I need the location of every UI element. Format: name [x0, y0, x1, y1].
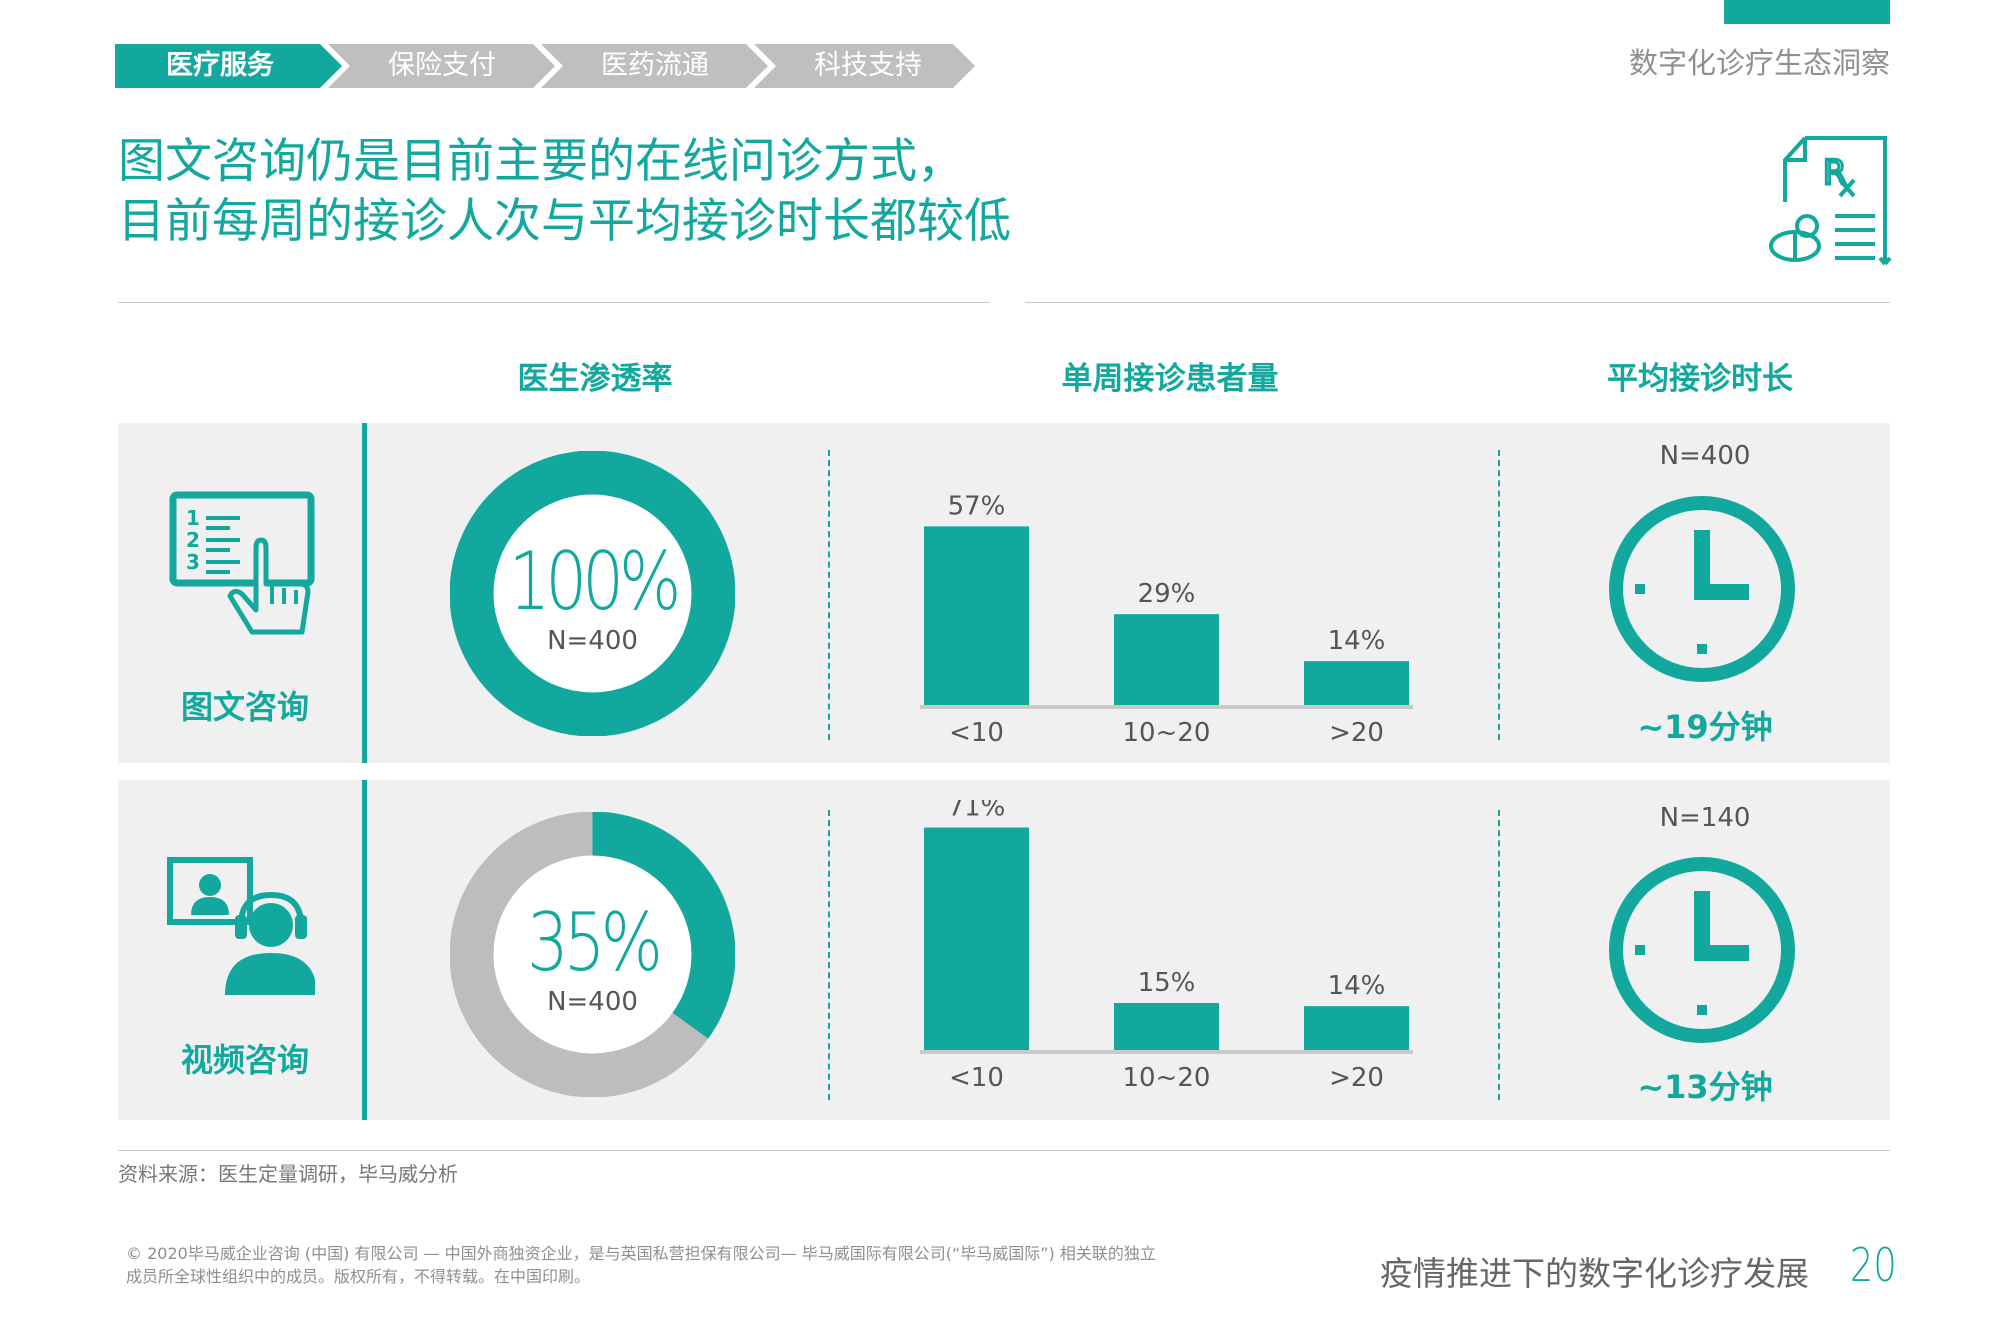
donut-segment-penetration — [450, 451, 735, 736]
divider-line — [118, 302, 990, 303]
copyright-line2: 成员所全球性组织中的成员。版权所有，不得转载。在中国印刷。 — [126, 1267, 591, 1286]
bar-chart-video-consult: 71% <10 15% 10~20 14% >20 — [920, 800, 1413, 1093]
row-label-text-consult: 图文咨询 — [180, 688, 309, 726]
bar-category-label: <10 — [949, 718, 1004, 748]
donut-chart-text-consult — [450, 451, 735, 736]
list-touch-icon: 1 2 3 — [168, 490, 318, 640]
copyright-notice: © 2020毕马威企业咨询 (中国) 有限公司 — 中国外商独资企业，是与英国私… — [126, 1242, 1346, 1288]
row-accent-divider — [362, 780, 367, 1120]
donut-sample-size: N=400 — [547, 987, 638, 1017]
clock-icon — [1605, 492, 1799, 686]
dashed-separator — [828, 810, 830, 1100]
svg-text:3: 3 — [186, 550, 200, 574]
clock-sample-size: N=400 — [1659, 441, 1751, 471]
bar-value-label: 29% — [1138, 579, 1196, 609]
donut-percentage-video-consult: 35% — [526, 896, 663, 989]
bar-value-label: 57% — [948, 491, 1006, 521]
source-note: 资料来源：医生定量调研，毕马威分析 — [118, 1162, 458, 1186]
bar-1020-rect — [1114, 614, 1219, 705]
bar-20-rect — [1304, 1006, 1409, 1050]
tab-pharma-distribution[interactable]: 医药流通 — [601, 50, 709, 81]
copyright-line1: © 2020毕马威企业咨询 (中国) 有限公司 — 中国外商独资企业，是与英国私… — [126, 1244, 1156, 1263]
dashed-separator — [1498, 810, 1500, 1100]
bar-value-label: 14% — [1328, 626, 1386, 656]
breadcrumb-chevrons — [115, 44, 975, 88]
page-title-line1: 图文咨询仍是目前主要的在线问诊方式， — [118, 134, 964, 189]
donut-percentage-text-consult: 100% — [508, 535, 682, 628]
video-headset-icon — [165, 855, 317, 1005]
bar-category-label: >20 — [1329, 1063, 1384, 1093]
tab-insurance-payment[interactable]: 保险支付 — [388, 50, 496, 81]
bar-value-label: 15% — [1138, 968, 1196, 998]
tab-medical-services[interactable]: 医疗服务 — [166, 50, 274, 81]
bar-category-label: <10 — [949, 1063, 1004, 1093]
bar-category-label: 10~20 — [1123, 718, 1211, 748]
donut-sample-size: N=400 — [547, 626, 638, 656]
bar-1020-rect — [1114, 1003, 1219, 1050]
bar-10-rect — [924, 827, 1029, 1050]
svg-text:R: R — [1823, 153, 1847, 193]
bar-10-rect — [924, 526, 1029, 705]
bar-value-label: 71% — [948, 800, 1006, 823]
dashed-separator — [828, 450, 830, 740]
row-label-video-consult: 视频咨询 — [180, 1041, 309, 1079]
row-accent-divider — [362, 423, 367, 763]
bar-20-rect — [1304, 661, 1409, 705]
divider-line — [118, 1150, 1890, 1151]
bar-chart-text-consult: 57% <10 29% 10~20 14% >20 — [920, 491, 1413, 748]
divider-line — [1025, 302, 1890, 303]
dashed-separator — [1498, 450, 1500, 740]
svg-text:2: 2 — [186, 528, 200, 552]
page-number: 20 — [1850, 1238, 1897, 1292]
bar-category-label: 10~20 — [1123, 1063, 1211, 1093]
svg-text:1: 1 — [186, 506, 200, 530]
report-title: 疫情推进下的数字化诊疗发展 — [1380, 1254, 1809, 1293]
tab-tech-support[interactable]: 科技支持 — [814, 50, 922, 81]
prescription-icon: R — [1765, 132, 1895, 272]
bar-category-label: >20 — [1329, 718, 1384, 748]
column-header-weekly-patients: 单周接诊患者量 — [1061, 361, 1279, 397]
donut-chart-video-consult — [450, 812, 735, 1097]
donut-segment-penetration — [450, 812, 735, 1097]
top-accent-bar — [1724, 0, 1890, 24]
clock-sample-size: N=140 — [1659, 803, 1751, 833]
page-title-line2: 目前每周的接诊人次与平均接诊时长都较低 — [118, 194, 1011, 249]
avg-duration-text-consult: ~19分钟 — [1637, 708, 1773, 746]
bar-value-label: 14% — [1328, 971, 1386, 1001]
avg-duration-video-consult: ~13分钟 — [1637, 1068, 1773, 1106]
section-title: 数字化诊疗生态洞察 — [1628, 46, 1890, 80]
page-title: 图文咨询仍是目前主要的在线问诊方式， 目前每周的接诊人次与平均接诊时长都较低 — [118, 132, 1011, 252]
breadcrumb: 医疗服务 保险支付 医药流通 科技支持 — [115, 44, 975, 88]
column-header-penetration: 医生渗透率 — [517, 361, 673, 397]
clock-icon — [1605, 853, 1799, 1047]
column-header-avg-duration: 平均接诊时长 — [1607, 361, 1793, 397]
